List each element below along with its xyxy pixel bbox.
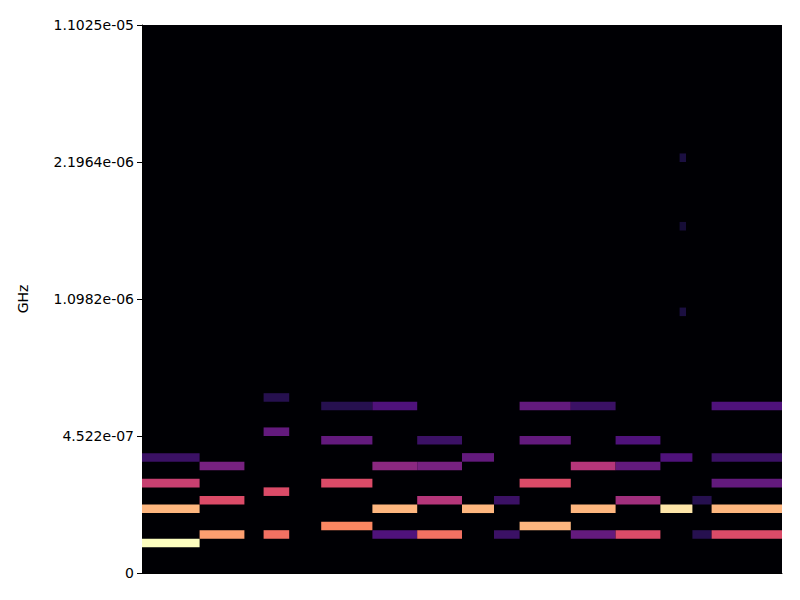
svg-text:2.1964e-06: 2.1964e-06 [54, 154, 135, 170]
svg-text:4.522e-07: 4.522e-07 [62, 428, 134, 444]
svg-text:0: 0 [125, 565, 134, 581]
svg-text:1.1025e-05: 1.1025e-05 [54, 17, 134, 33]
svg-text:GHz: GHz [15, 285, 31, 314]
svg-text:1.0982e-06: 1.0982e-06 [54, 291, 135, 307]
